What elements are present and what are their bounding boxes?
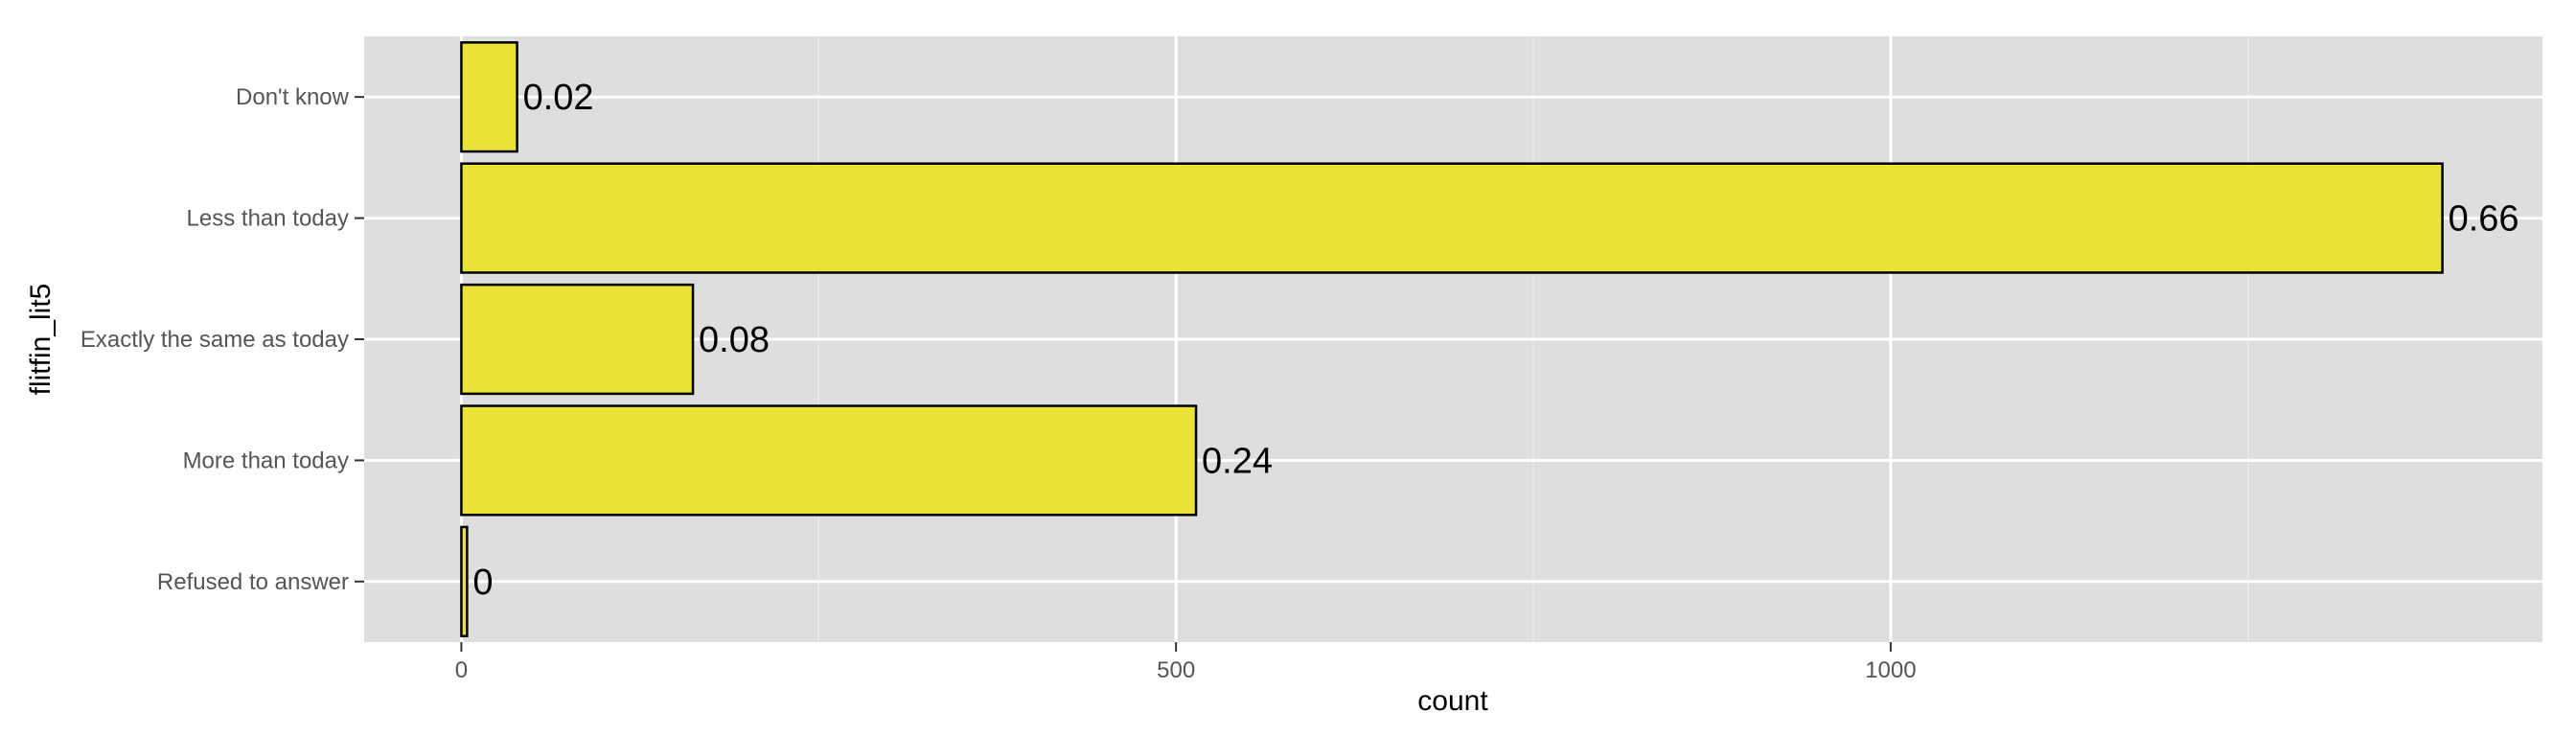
bar-value-label: 0 [472, 563, 493, 603]
y-tick-label: Less than today [187, 206, 349, 232]
bar-value-labels: 0.02 0.66 0.08 0.24 0 [472, 78, 2518, 603]
bar [460, 283, 695, 396]
y-tick-label: Exactly the same as today [80, 327, 349, 353]
bar [460, 404, 1198, 517]
bar [460, 162, 2444, 274]
x-axis-title: count [1417, 685, 1488, 717]
bar-value-label: 0.66 [2449, 199, 2519, 240]
y-tick-label: Don't know [236, 84, 350, 110]
bar-value-label: 0.02 [523, 78, 594, 118]
bar-value-label: 0.24 [1202, 441, 1273, 481]
y-axis-title: flitfin_lit5 [25, 284, 57, 396]
bar-value-label: 0.08 [699, 320, 770, 360]
y-tick-label: More than today [183, 448, 349, 473]
x-axis: 0 500 1000 [455, 642, 1917, 683]
bar [460, 525, 469, 637]
y-tick-label: Refused to answer [157, 569, 349, 595]
bar [460, 41, 518, 153]
x-tick-label: 500 [1157, 657, 1195, 683]
x-tick-label: 0 [455, 657, 468, 683]
y-axis: Don't know Less than today Exactly the sam… [80, 84, 364, 595]
bars [460, 41, 2444, 637]
x-tick-label: 1000 [1865, 657, 1916, 683]
